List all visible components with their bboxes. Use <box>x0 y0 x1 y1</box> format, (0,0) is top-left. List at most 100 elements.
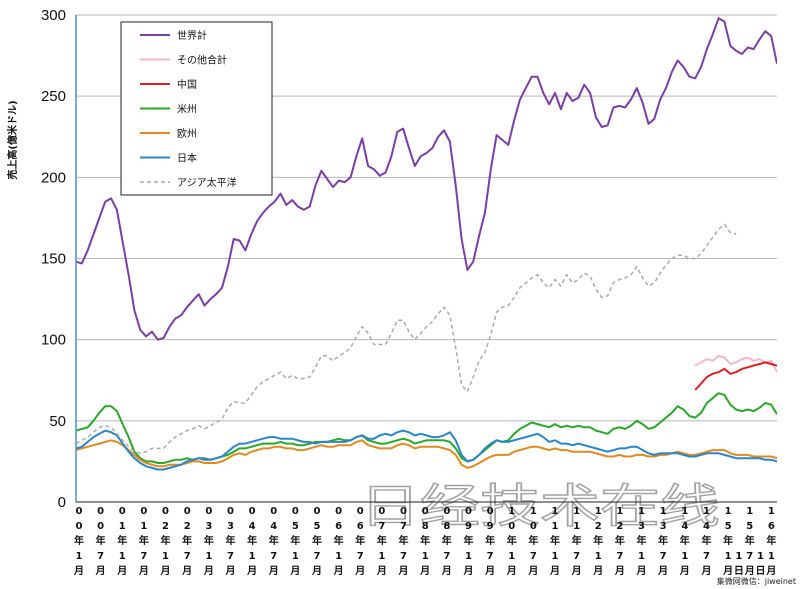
y-tick-label-100: 100 <box>41 332 66 349</box>
x-tick-char: 7 <box>270 551 277 562</box>
x-tick-char: 6 <box>357 521 364 532</box>
legend-label-0: 世界計 <box>177 29 207 42</box>
x-tick-label: 1 2 年 1 月 <box>592 506 603 577</box>
series-line-2 <box>694 361 777 391</box>
x-tick-label: 0 8 年 1 月 <box>419 506 430 577</box>
x-tick-char: 1 <box>162 551 169 562</box>
x-tick-label: 1 6 年 1 月 <box>765 506 776 577</box>
x-tick-char: 年 <box>550 534 560 547</box>
x-tick-char: 4 <box>681 521 688 532</box>
x-tick-char: 0 <box>184 506 191 517</box>
x-tick-label: 0 6 年 1 月 <box>333 506 344 577</box>
x-tick-char: 4 <box>270 521 277 532</box>
x-tick-char: 7 <box>573 551 580 562</box>
x-tick-char: 年 <box>312 534 322 547</box>
x-tick-char: 月 <box>203 565 214 577</box>
x-tick-char: 3 <box>227 521 234 532</box>
x-tick-label: 1 1 年 7 月 <box>571 506 582 577</box>
x-tick-char: 6 <box>335 521 342 532</box>
x-tick-char: 7 <box>227 551 234 562</box>
x-tick-char: 年 <box>247 534 257 547</box>
x-tick-char: 年 <box>507 534 517 547</box>
x-tick-char: 1 <box>573 521 580 532</box>
x-tick-char: 年 <box>593 534 603 547</box>
x-tick-char: 0 <box>205 506 212 517</box>
x-tick-char: 1 <box>595 506 602 517</box>
x-tick-char: 月 <box>462 565 473 577</box>
x-tick-char: 年 <box>528 534 538 547</box>
x-tick-label: 1 3 年 7 月 <box>657 506 668 577</box>
x-tick-label: 1 4 年 7 月 <box>700 506 711 577</box>
x-tick-char: 1 <box>552 551 559 562</box>
x-tick-char: 月 <box>138 565 149 577</box>
x-tick-label: 0 0 年 7 月 <box>95 506 106 577</box>
x-tick-char: 1 <box>552 521 559 532</box>
legend-label-5: 日本 <box>177 152 197 165</box>
x-tick-char: 月 <box>506 565 517 577</box>
legend-label-1: その他合計 <box>177 54 227 67</box>
x-tick-char: 月 <box>73 565 84 577</box>
x-tick-label: 0 4 年 7 月 <box>268 506 279 577</box>
x-tick-char: 月 <box>679 565 690 577</box>
x-tick-char: 1 <box>119 551 126 562</box>
x-tick-char: 年 <box>442 534 452 547</box>
x-tick-char: 9 <box>487 521 494 532</box>
x-tick-char: 1 <box>768 506 775 517</box>
y-tick-label-300: 300 <box>41 7 66 24</box>
x-tick-char: 年 <box>377 534 387 547</box>
x-tick-char: 7 <box>530 551 537 562</box>
x-tick-char: 1 <box>660 506 667 517</box>
x-tick-label-extra: 1日 <box>734 551 744 577</box>
x-tick-label-extra: 1日 <box>756 551 766 577</box>
x-tick-char: 月 <box>765 565 776 577</box>
x-tick-char: 7 <box>616 551 623 562</box>
x-tick-char: 0 <box>162 506 169 517</box>
x-tick-label: 1 0 年 1 月 <box>506 506 517 577</box>
x-tick-char: 7 <box>314 551 321 562</box>
x-tick-char: 2 <box>616 521 623 532</box>
x-tick-char: 1 <box>725 551 732 562</box>
x-tick-char: 7 <box>378 521 385 532</box>
x-tick-char: 0 <box>487 506 494 517</box>
x-tick-char: 8 <box>422 521 429 532</box>
x-tick-char: 年 <box>658 534 668 547</box>
series-lines <box>76 17 777 471</box>
x-tick-char: 0 <box>249 506 256 517</box>
x-tick-char: 年 <box>463 534 473 547</box>
x-tick-char: 3 <box>205 521 212 532</box>
x-tick-char: 7 <box>660 551 667 562</box>
x-tick-char: 年 <box>355 534 365 547</box>
series-line-4 <box>76 439 777 469</box>
x-tick-char: 年 <box>290 534 300 547</box>
watermark: 日经技术在线 <box>359 478 720 533</box>
x-tick-char: 月 <box>657 565 668 577</box>
x-tick-char: 月 <box>744 565 755 577</box>
x-tick-char: 6 <box>768 521 775 532</box>
x-tick-label: 1 5 年 7 月 <box>744 506 755 577</box>
x-tick-label: 0 9 年 7 月 <box>484 506 495 577</box>
x-tick-char: 7 <box>487 551 494 562</box>
legend-label-4: 欧州 <box>177 128 197 140</box>
x-tick-label: 1 0 年 7 月 <box>527 506 538 577</box>
x-tick-char: 0 <box>97 506 104 517</box>
x-tick-label: 1 4 年 1 月 <box>679 506 690 577</box>
x-tick-char: 1 <box>573 506 580 517</box>
x-tick-char: 0 <box>422 506 429 517</box>
x-tick-char: 年 <box>117 534 127 547</box>
x-tick-char: 1 <box>757 551 764 562</box>
x-tick-char: 7 <box>400 551 407 562</box>
watermark-text: 日经技术在线 <box>360 479 720 533</box>
x-tick-char: 年 <box>96 534 106 547</box>
x-tick-char: 1 <box>768 551 775 562</box>
x-tick-char: 0 <box>314 506 321 517</box>
y-tick-label-250: 250 <box>41 88 66 105</box>
x-tick-char: 年 <box>139 534 149 547</box>
x-tick-char: 月 <box>268 565 279 577</box>
x-tick-char: 日 <box>734 565 744 577</box>
x-tick-char: 0 <box>443 506 450 517</box>
x-tick-char: 月 <box>441 565 452 577</box>
x-tick-char: 0 <box>400 506 407 517</box>
x-tick-char: 1 <box>140 521 147 532</box>
x-tick-char: 2 <box>162 521 169 532</box>
